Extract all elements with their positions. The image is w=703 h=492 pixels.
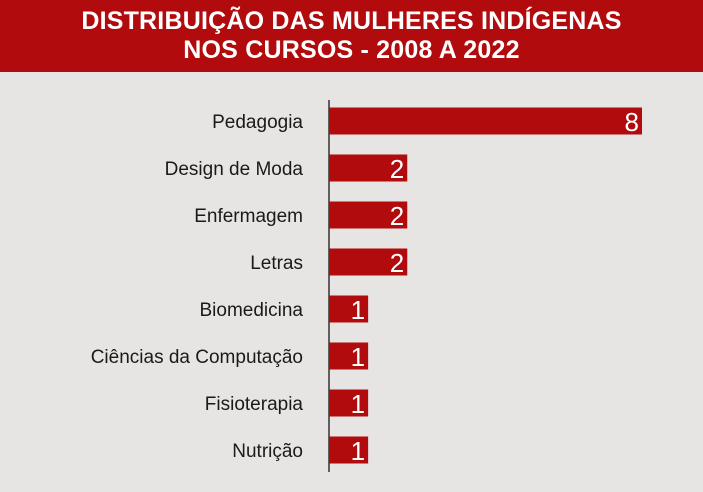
bar-value-label: 2 <box>390 201 404 231</box>
bar <box>329 201 408 229</box>
bar <box>329 295 369 323</box>
bar-value-label: 8 <box>625 107 639 137</box>
bar <box>329 389 369 417</box>
bar-value-label: 1 <box>351 295 365 325</box>
bar-value-label: 2 <box>390 154 404 184</box>
category-label: Fisioterapia <box>205 394 304 415</box>
bar-value-label: 1 <box>351 342 365 372</box>
bar-value-label: 1 <box>351 436 365 466</box>
title-banner: DISTRIBUIÇÃO DAS MULHERES INDÍGENAS NOS … <box>0 0 703 72</box>
bar-value-label: 2 <box>390 248 404 278</box>
bar <box>329 342 369 370</box>
bar <box>329 436 369 464</box>
chart-title-line-1: DISTRIBUIÇÃO DAS MULHERES INDÍGENAS <box>81 7 622 35</box>
bar <box>329 107 642 135</box>
category-label: Enfermagem <box>194 206 303 227</box>
bar <box>329 154 408 182</box>
category-label: Pedagogia <box>212 112 303 133</box>
bar <box>329 248 408 276</box>
category-label: Nutrição <box>232 441 303 462</box>
category-label: Biomedicina <box>200 300 304 321</box>
category-label: Ciências da Computação <box>91 347 303 368</box>
chart-title-line-2: NOS CURSOS - 2008 A 2022 <box>183 36 520 64</box>
category-label: Design de Moda <box>165 159 304 180</box>
category-label: Letras <box>250 253 303 274</box>
bar-value-label: 1 <box>351 389 365 419</box>
